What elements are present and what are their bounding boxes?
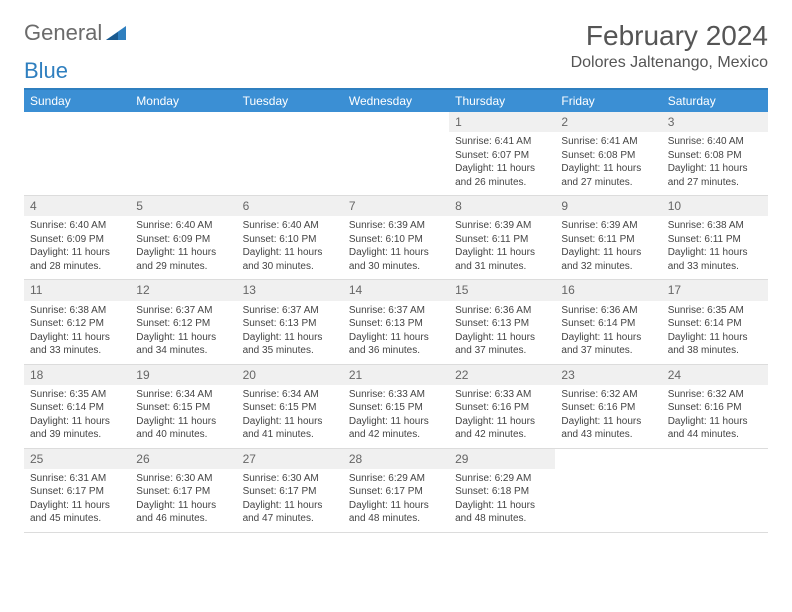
- logo: General: [24, 20, 128, 46]
- logo-text-general: General: [24, 20, 102, 46]
- day-detail-cell: Sunrise: 6:40 AMSunset: 6:09 PMDaylight:…: [24, 216, 130, 280]
- month-title: February 2024: [571, 20, 768, 52]
- day-detail-cell: [237, 132, 343, 196]
- day-detail-cell: [343, 132, 449, 196]
- day-detail-cell: Sunrise: 6:41 AMSunset: 6:07 PMDaylight:…: [449, 132, 555, 196]
- day-number-cell: 23: [555, 364, 661, 385]
- day-detail-cell: [555, 469, 661, 533]
- day-number-cell: [662, 448, 768, 469]
- day-detail-cell: Sunrise: 6:32 AMSunset: 6:16 PMDaylight:…: [662, 385, 768, 449]
- day-detail-cell: Sunrise: 6:39 AMSunset: 6:10 PMDaylight:…: [343, 216, 449, 280]
- day-detail-cell: Sunrise: 6:39 AMSunset: 6:11 PMDaylight:…: [555, 216, 661, 280]
- day-detail-cell: Sunrise: 6:38 AMSunset: 6:11 PMDaylight:…: [662, 216, 768, 280]
- day-number-cell: 3: [662, 112, 768, 132]
- calendar-header-row: SundayMondayTuesdayWednesdayThursdayFrid…: [24, 89, 768, 112]
- day-number-cell: 10: [662, 196, 768, 217]
- day-detail-cell: Sunrise: 6:32 AMSunset: 6:16 PMDaylight:…: [555, 385, 661, 449]
- day-detail-cell: [24, 132, 130, 196]
- day-number-cell: 26: [130, 448, 236, 469]
- day-number-cell: 6: [237, 196, 343, 217]
- weekday-header: Tuesday: [237, 89, 343, 112]
- day-number-cell: 28: [343, 448, 449, 469]
- day-number-cell: 25: [24, 448, 130, 469]
- day-number-cell: 20: [237, 364, 343, 385]
- day-number-cell: 19: [130, 364, 236, 385]
- weekday-header: Thursday: [449, 89, 555, 112]
- day-number-cell: 8: [449, 196, 555, 217]
- weekday-header: Wednesday: [343, 89, 449, 112]
- logo-blue-line: Blue: [24, 58, 768, 84]
- day-number-cell: 18: [24, 364, 130, 385]
- day-number-cell: [24, 112, 130, 132]
- day-detail-cell: Sunrise: 6:33 AMSunset: 6:15 PMDaylight:…: [343, 385, 449, 449]
- day-number-cell: 24: [662, 364, 768, 385]
- day-detail-cell: Sunrise: 6:31 AMSunset: 6:17 PMDaylight:…: [24, 469, 130, 533]
- day-detail-cell: Sunrise: 6:33 AMSunset: 6:16 PMDaylight:…: [449, 385, 555, 449]
- day-number-cell: [343, 112, 449, 132]
- day-number-cell: 4: [24, 196, 130, 217]
- triangle-icon: [106, 20, 126, 46]
- weekday-header: Sunday: [24, 89, 130, 112]
- day-detail-cell: Sunrise: 6:38 AMSunset: 6:12 PMDaylight:…: [24, 301, 130, 365]
- day-number-cell: 21: [343, 364, 449, 385]
- day-number-cell: 15: [449, 280, 555, 301]
- day-detail-cell: Sunrise: 6:37 AMSunset: 6:12 PMDaylight:…: [130, 301, 236, 365]
- day-number-cell: 5: [130, 196, 236, 217]
- weekday-header: Saturday: [662, 89, 768, 112]
- day-number-cell: 27: [237, 448, 343, 469]
- day-detail-cell: Sunrise: 6:29 AMSunset: 6:17 PMDaylight:…: [343, 469, 449, 533]
- day-detail-cell: Sunrise: 6:40 AMSunset: 6:08 PMDaylight:…: [662, 132, 768, 196]
- day-number-cell: 22: [449, 364, 555, 385]
- weekday-header: Friday: [555, 89, 661, 112]
- day-number-cell: [237, 112, 343, 132]
- day-detail-cell: Sunrise: 6:37 AMSunset: 6:13 PMDaylight:…: [343, 301, 449, 365]
- day-detail-cell: Sunrise: 6:35 AMSunset: 6:14 PMDaylight:…: [662, 301, 768, 365]
- day-detail-cell: Sunrise: 6:41 AMSunset: 6:08 PMDaylight:…: [555, 132, 661, 196]
- day-detail-cell: Sunrise: 6:34 AMSunset: 6:15 PMDaylight:…: [237, 385, 343, 449]
- day-detail-cell: [662, 469, 768, 533]
- day-detail-cell: Sunrise: 6:30 AMSunset: 6:17 PMDaylight:…: [237, 469, 343, 533]
- day-number-cell: 2: [555, 112, 661, 132]
- calendar-table: SundayMondayTuesdayWednesdayThursdayFrid…: [24, 88, 768, 533]
- day-detail-cell: Sunrise: 6:36 AMSunset: 6:14 PMDaylight:…: [555, 301, 661, 365]
- day-number-cell: 13: [237, 280, 343, 301]
- day-detail-cell: Sunrise: 6:29 AMSunset: 6:18 PMDaylight:…: [449, 469, 555, 533]
- day-number-cell: [555, 448, 661, 469]
- weekday-header: Monday: [130, 89, 236, 112]
- day-detail-cell: Sunrise: 6:40 AMSunset: 6:10 PMDaylight:…: [237, 216, 343, 280]
- day-detail-cell: Sunrise: 6:34 AMSunset: 6:15 PMDaylight:…: [130, 385, 236, 449]
- day-detail-cell: Sunrise: 6:30 AMSunset: 6:17 PMDaylight:…: [130, 469, 236, 533]
- day-detail-cell: [130, 132, 236, 196]
- day-number-cell: [130, 112, 236, 132]
- day-number-cell: 16: [555, 280, 661, 301]
- day-number-cell: 14: [343, 280, 449, 301]
- day-number-cell: 29: [449, 448, 555, 469]
- day-number-cell: 9: [555, 196, 661, 217]
- day-number-cell: 7: [343, 196, 449, 217]
- day-detail-cell: Sunrise: 6:40 AMSunset: 6:09 PMDaylight:…: [130, 216, 236, 280]
- logo-text-blue: Blue: [24, 58, 68, 83]
- day-number-cell: 17: [662, 280, 768, 301]
- day-detail-cell: Sunrise: 6:35 AMSunset: 6:14 PMDaylight:…: [24, 385, 130, 449]
- day-number-cell: 12: [130, 280, 236, 301]
- day-detail-cell: Sunrise: 6:39 AMSunset: 6:11 PMDaylight:…: [449, 216, 555, 280]
- day-number-cell: 1: [449, 112, 555, 132]
- day-detail-cell: Sunrise: 6:37 AMSunset: 6:13 PMDaylight:…: [237, 301, 343, 365]
- day-detail-cell: Sunrise: 6:36 AMSunset: 6:13 PMDaylight:…: [449, 301, 555, 365]
- day-number-cell: 11: [24, 280, 130, 301]
